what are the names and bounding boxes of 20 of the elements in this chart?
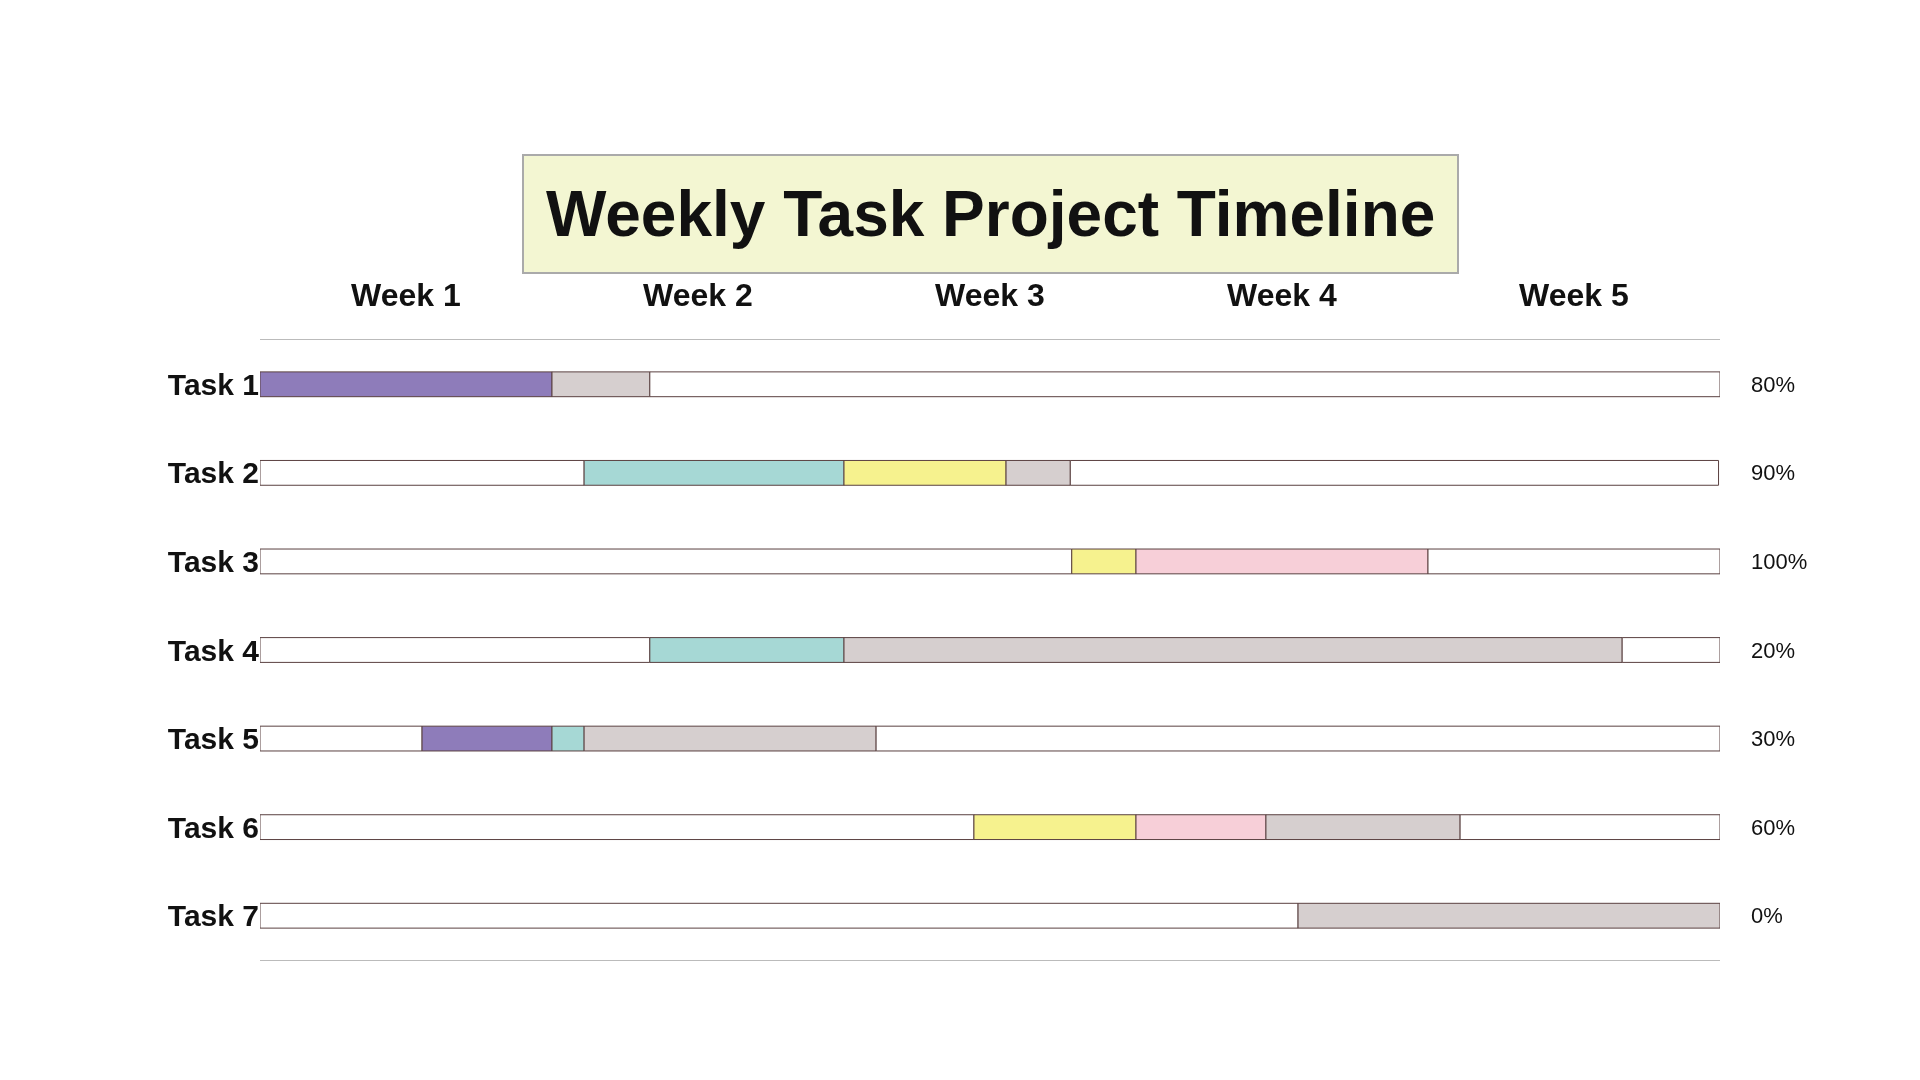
text: 60%	[1751, 815, 1796, 840]
text: Week 5	[1519, 277, 1629, 313]
y-tick-label: Task 6	[167, 810, 259, 844]
text: 90%	[1751, 460, 1796, 485]
y-tick-label: Task 1	[167, 367, 259, 401]
y-tick-label: Task 4	[167, 633, 260, 667]
y-tick-label: Task 7	[167, 899, 259, 933]
text: 20%	[1751, 638, 1796, 663]
chart-title: Weekly Task Project Timeline	[546, 178, 1436, 250]
text: 100%	[1751, 549, 1808, 574]
text: 30%	[1751, 726, 1796, 751]
text: Week 2	[643, 277, 753, 313]
y-tick-label: Task 3	[167, 544, 259, 578]
text: Week 3	[935, 277, 1045, 313]
text: 0%	[1751, 903, 1783, 928]
text: 80%	[1751, 372, 1796, 397]
text: Week 4	[1227, 277, 1337, 313]
y-tick-label: Task 2	[167, 456, 259, 490]
text: Week 1	[351, 277, 461, 313]
y-tick-label: Task 5	[167, 722, 259, 756]
